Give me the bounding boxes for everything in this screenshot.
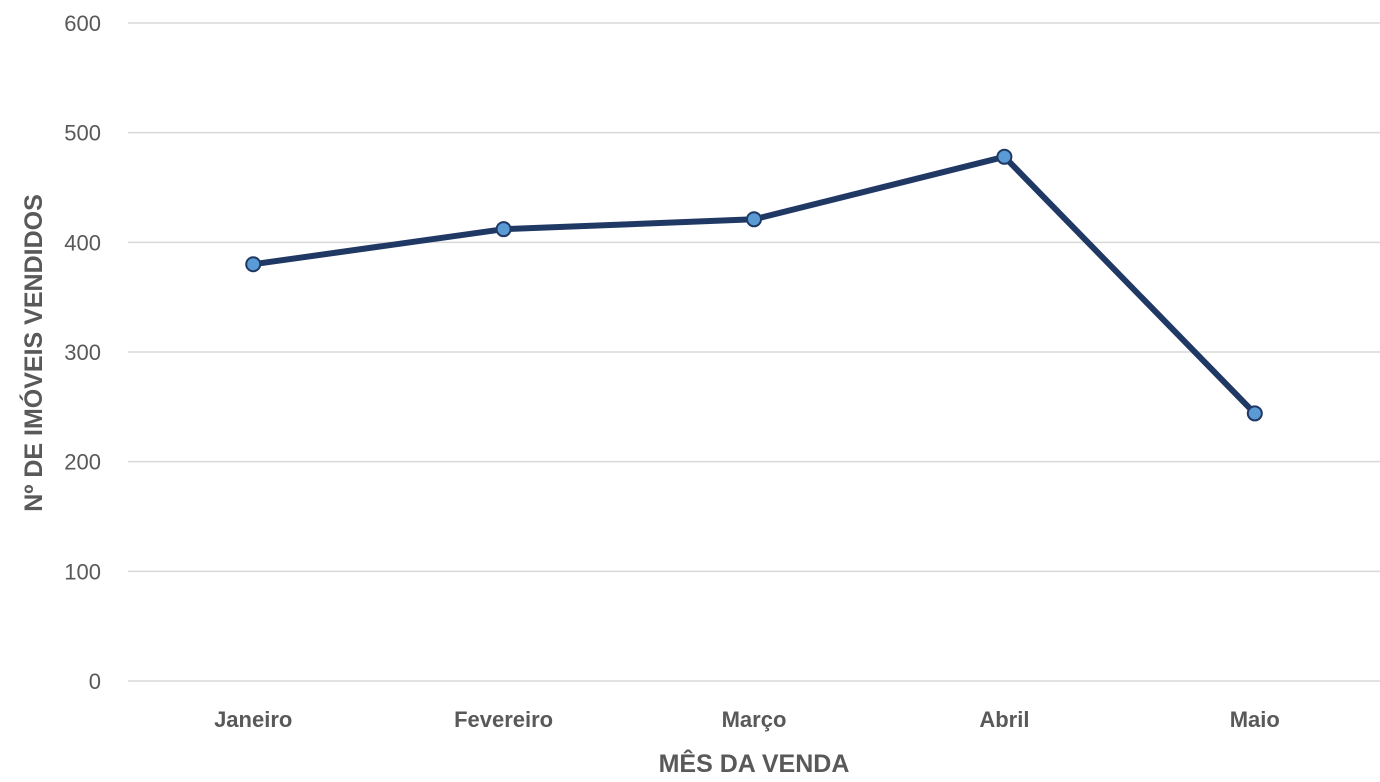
data-point-fevereiro bbox=[495, 221, 512, 238]
y-tick-label: 400 bbox=[64, 230, 101, 255]
x-axis-ticks: Janeiro Fevereiro Março Abril Maio bbox=[214, 707, 1280, 732]
x-tick-label: Maio bbox=[1230, 707, 1280, 732]
data-point-maio bbox=[1246, 405, 1263, 422]
y-tick-label: 300 bbox=[64, 340, 101, 365]
data-point-abril bbox=[996, 148, 1013, 165]
gridlines bbox=[128, 22, 1380, 682]
data-point-janeiro bbox=[245, 256, 262, 273]
y-tick-label: 100 bbox=[64, 559, 101, 584]
y-tick-label: 200 bbox=[64, 450, 101, 475]
x-axis-title: MÊS DA VENDA bbox=[659, 748, 850, 777]
x-tick-label: Fevereiro bbox=[454, 707, 553, 732]
y-tick-label: 600 bbox=[64, 11, 101, 36]
x-tick-label: Março bbox=[722, 707, 787, 732]
y-axis-title: Nº DE IMÓVEIS VENDIDOS bbox=[18, 194, 48, 512]
series-line bbox=[250, 153, 1258, 417]
y-tick-label: 500 bbox=[64, 121, 101, 146]
x-tick-label: Abril bbox=[979, 707, 1029, 732]
data-point-março bbox=[746, 211, 762, 228]
series-layer bbox=[245, 148, 1263, 422]
y-axis-ticks: 0 100 200 300 400 500 600 bbox=[64, 11, 101, 694]
x-tick-label: Janeiro bbox=[214, 707, 292, 732]
y-tick-label: 0 bbox=[89, 669, 101, 694]
